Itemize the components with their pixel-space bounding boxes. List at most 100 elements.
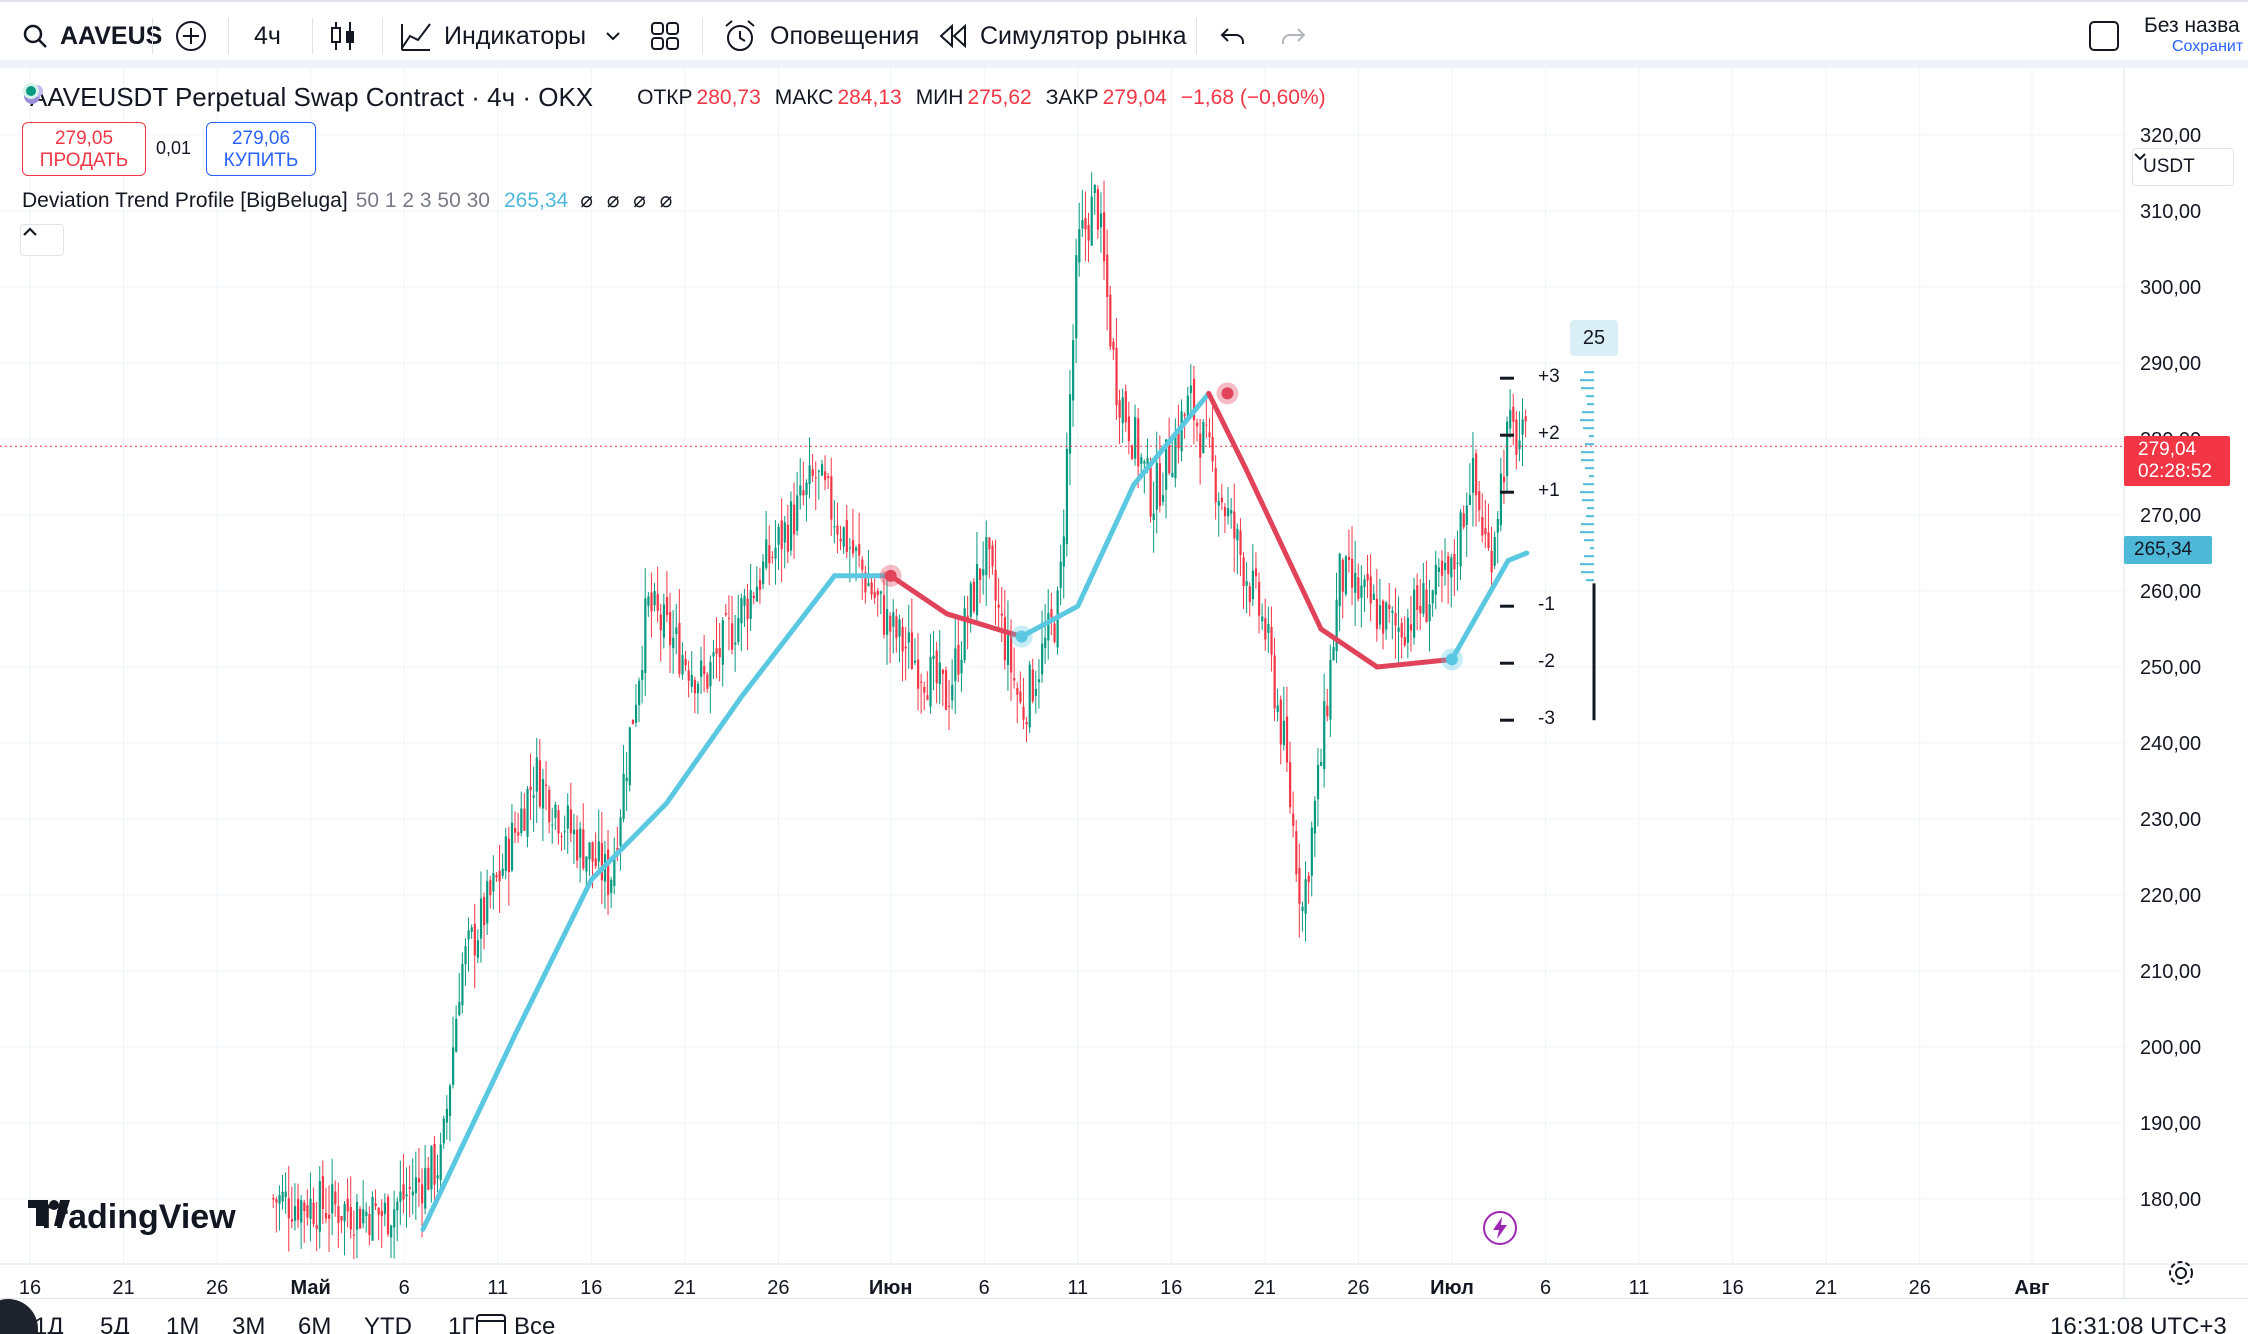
interval-button[interactable]: 4ч xyxy=(254,14,281,58)
clock[interactable]: 16:31:08 UTC+3 xyxy=(2050,1313,2227,1334)
candle xyxy=(352,1210,356,1260)
indicators-button[interactable]: Индикаторы xyxy=(400,14,586,58)
range-button[interactable]: Все xyxy=(514,1313,556,1334)
candle xyxy=(1462,505,1465,530)
chart-type-button[interactable] xyxy=(328,14,358,58)
candle xyxy=(362,1180,365,1229)
candle xyxy=(994,539,997,626)
price-tick-label: 220,00 xyxy=(2140,885,2201,907)
symbol-search[interactable]: AAVEUS xyxy=(22,14,162,58)
compare-button[interactable] xyxy=(174,14,208,58)
candle xyxy=(929,634,932,714)
candle xyxy=(1471,431,1475,527)
candle xyxy=(991,540,994,575)
candle xyxy=(1391,606,1394,640)
range-button[interactable]: 1Г xyxy=(448,1313,475,1334)
candle xyxy=(802,461,805,506)
indicator-name[interactable]: Deviation Trend Profile [BigBeluga] xyxy=(22,188,348,212)
time-tick-label: 26 xyxy=(1909,1277,1931,1298)
candle xyxy=(1502,449,1506,504)
candle xyxy=(944,666,948,711)
time-axis[interactable]: 16 21 26 Май 6 11 16 21 26 Июн 6 11 16 21 26 Июл 6 11 16 21… xyxy=(0,1263,2248,1298)
candle xyxy=(1524,409,1527,438)
grid xyxy=(0,68,2124,1264)
candle xyxy=(842,526,845,555)
candle xyxy=(343,1201,346,1256)
candle xyxy=(820,459,824,477)
candle xyxy=(1192,365,1196,445)
close-label: ЗАКР xyxy=(1045,85,1099,109)
candle xyxy=(1465,492,1468,557)
candle xyxy=(1440,550,1444,603)
axis-settings-button[interactable] xyxy=(2166,1258,2196,1288)
symbol-input[interactable]: AAVEUS xyxy=(60,21,163,50)
candle xyxy=(408,1165,411,1218)
candle xyxy=(433,1135,436,1210)
candle xyxy=(554,801,557,831)
candle xyxy=(328,1185,331,1252)
replay-button[interactable]: Симулятор рынка xyxy=(938,14,1187,58)
time-tick-label: 21 xyxy=(1815,1277,1837,1298)
sell-button[interactable]: 279,05 ПРОДАТЬ xyxy=(22,122,146,176)
undo-button[interactable] xyxy=(1218,14,1248,58)
buy-button[interactable]: 279,06 КУПИТЬ xyxy=(206,122,316,176)
goto-date-button[interactable] xyxy=(474,1311,508,1334)
indicators-label: Индикаторы xyxy=(444,21,587,50)
alerts-button[interactable]: Оповещения xyxy=(722,14,919,58)
candle xyxy=(576,815,579,869)
save-layout-checkbox[interactable] xyxy=(2088,14,2120,58)
candle xyxy=(867,550,870,587)
candle xyxy=(1428,579,1431,652)
candle xyxy=(979,568,982,604)
candle xyxy=(879,590,883,615)
candle xyxy=(1375,568,1379,642)
layout-name[interactable]: Без назва Сохранит xyxy=(2144,14,2248,56)
candle xyxy=(520,791,523,837)
alerts-label: Оповещения xyxy=(770,21,920,50)
candle xyxy=(619,809,622,871)
candle xyxy=(303,1199,306,1243)
candle xyxy=(1354,540,1357,627)
candle xyxy=(1295,819,1298,883)
candle xyxy=(1338,552,1341,632)
tradingview-logo[interactable]: TradingView xyxy=(28,1198,236,1237)
candle xyxy=(1258,572,1261,634)
candle xyxy=(315,1201,318,1252)
candle xyxy=(771,551,774,564)
price-axis[interactable]: 320,00310,00300,00290,00280,00270,00260,… xyxy=(2123,68,2201,1298)
candle xyxy=(1406,608,1410,659)
trend-segment xyxy=(1243,466,1324,632)
candle xyxy=(718,623,721,682)
range-button[interactable]: YTD xyxy=(364,1313,412,1334)
candle xyxy=(483,892,486,950)
flash-button[interactable] xyxy=(1482,1210,1518,1246)
range-button[interactable]: 1Д xyxy=(34,1313,64,1334)
candle xyxy=(473,903,476,989)
candle xyxy=(1254,552,1258,589)
range-button[interactable]: 6М xyxy=(298,1313,332,1334)
symbol-title[interactable]: AAVEUSDT Perpetual Swap Contract · 4ч · … xyxy=(30,82,594,112)
indicators-dropdown[interactable] xyxy=(604,14,622,58)
price-tick-label: 320,00 xyxy=(2140,125,2201,147)
checkbox-icon xyxy=(2088,20,2120,52)
layouts-button[interactable] xyxy=(650,14,680,58)
candle xyxy=(430,1145,433,1203)
range-button[interactable]: 5Д xyxy=(100,1313,130,1334)
currency-select[interactable]: USDT xyxy=(2132,148,2234,186)
candle xyxy=(439,1132,442,1195)
chart-pane[interactable]: 320,00310,00300,00290,00280,00270,00260,… xyxy=(0,68,2248,1298)
time-tick-label: 6 xyxy=(1540,1277,1551,1298)
indicator-legend[interactable]: Deviation Trend Profile [BigBeluga] 50 1… xyxy=(22,188,676,213)
range-button[interactable]: 3М xyxy=(232,1313,266,1334)
collapse-legend-button[interactable] xyxy=(20,224,64,256)
candle xyxy=(1335,572,1338,663)
price-chart[interactable]: 320,00310,00300,00290,00280,00270,00260,… xyxy=(0,68,2248,1298)
replay-label: Симулятор рынка xyxy=(980,21,1187,50)
candle xyxy=(1000,587,1003,643)
range-button[interactable]: 1М xyxy=(166,1313,200,1334)
down-signal-dot xyxy=(884,569,897,582)
redo-button[interactable] xyxy=(1278,14,1308,58)
chat-bubble-icon[interactable] xyxy=(0,1299,38,1334)
time-tick-label: Май xyxy=(290,1277,330,1298)
down-signal-dot xyxy=(1221,387,1234,400)
